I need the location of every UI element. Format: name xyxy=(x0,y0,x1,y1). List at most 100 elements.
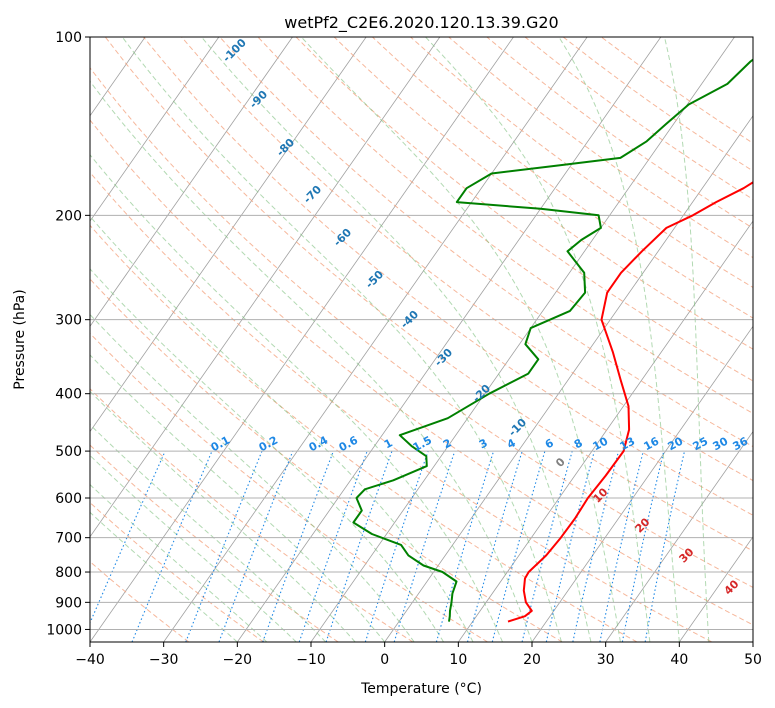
mixing-ratio-line xyxy=(644,450,686,642)
y-tick-label: 500 xyxy=(55,444,82,460)
x-tick-label: 10 xyxy=(449,652,467,668)
dry-adiabat xyxy=(448,37,753,259)
dry-adiabat xyxy=(104,37,753,552)
dry-adiabats xyxy=(90,37,753,642)
moist-adiabat xyxy=(90,454,297,642)
moist-adiabat xyxy=(90,423,327,642)
y-axis: 1000 900 800 700 600 500 400 300 200 100 xyxy=(46,30,90,638)
moist-adiabat xyxy=(121,37,562,642)
y-tick-label: 100 xyxy=(55,30,82,46)
y-tick-label: 700 xyxy=(55,531,82,547)
plot-frame xyxy=(89,36,754,643)
x-tick-label: 20 xyxy=(523,652,541,668)
mixing-ratio-line xyxy=(364,450,429,642)
mixing-ratio-line xyxy=(393,450,456,642)
wetbulb-label: 20 xyxy=(633,515,653,535)
mixing-ratio-label: 6 xyxy=(543,436,556,451)
dry-adiabat xyxy=(90,560,190,642)
y-tick-label: 300 xyxy=(55,313,82,329)
mixing-ratio-lines xyxy=(90,450,686,642)
dry-adiabat xyxy=(90,67,753,588)
isentrope-label: -60 xyxy=(331,226,354,249)
dry-adiabat xyxy=(143,37,753,516)
isentrope-label: -40 xyxy=(398,308,421,331)
mixing-ratio-line xyxy=(491,450,546,642)
wetbulb-label: 30 xyxy=(677,545,697,565)
mixing-ratio-line xyxy=(521,450,573,642)
isentrope-label: -90 xyxy=(247,88,270,111)
dry-adiabat xyxy=(90,444,339,642)
mixing-ratio-line xyxy=(435,450,495,642)
isotherm-line xyxy=(163,37,588,642)
moist-adiabat xyxy=(90,511,238,642)
moist-adiabat xyxy=(90,313,415,642)
isotherm-line xyxy=(605,430,753,642)
mixing-ratio-line xyxy=(545,450,595,642)
mixing-ratio-line xyxy=(218,450,294,642)
dry-adiabat xyxy=(410,37,753,289)
x-tick-label: −20 xyxy=(223,652,253,668)
isotherm-line xyxy=(384,115,753,642)
isentrope-label: -50 xyxy=(363,268,386,291)
isotherm-line xyxy=(310,37,735,642)
moist-adiabat xyxy=(90,215,474,642)
sounding-line xyxy=(352,58,753,622)
dry-adiabat xyxy=(333,37,753,350)
mixing-ratio-line xyxy=(572,450,620,642)
y-axis-label: Pressure (hPa) xyxy=(12,289,28,389)
dry-adiabat xyxy=(486,37,753,229)
y-tick-label: 900 xyxy=(55,595,82,611)
isotherm-line xyxy=(90,37,514,642)
mixing-ratio-label: 8 xyxy=(572,436,585,451)
y-tick-label: 400 xyxy=(55,387,82,403)
moist-adiabat xyxy=(201,37,592,642)
mixing-ratio-label: 25 xyxy=(691,435,711,454)
isotherms xyxy=(0,37,753,642)
moist-adiabat xyxy=(300,37,621,642)
mixing-ratio-label: 30 xyxy=(711,434,731,453)
moist-adiabat xyxy=(90,268,445,642)
wetbulb-label: 10 xyxy=(591,485,611,505)
mixing-ratio-line xyxy=(131,450,213,642)
dry-adiabat xyxy=(90,502,264,642)
isotherm-line xyxy=(237,37,662,642)
dry-adiabat xyxy=(90,278,563,642)
moist-adiabats xyxy=(90,37,710,642)
y-tick-label: 600 xyxy=(55,491,82,507)
moist-adiabat xyxy=(90,354,386,642)
x-axis-label: Temperature (°C) xyxy=(360,681,482,697)
x-tick-label: −30 xyxy=(149,652,179,668)
mixing-ratio-label: 36 xyxy=(731,434,751,453)
isentrope-label: -70 xyxy=(301,183,324,206)
x-tick-label: 50 xyxy=(744,652,762,668)
chart-title: wetPf2_C2E6.2020.120.13.39.G20 xyxy=(284,13,558,33)
x-axis: −40 −30 −20 −10 0 10 20 30 40 50 xyxy=(75,642,762,668)
mixing-ratio-label: 13 xyxy=(618,435,638,454)
isotherm-line xyxy=(752,641,753,642)
mixing-ratio-label: 3 xyxy=(477,436,490,451)
mixing-ratio-line xyxy=(262,450,334,642)
isotherm-line xyxy=(90,37,441,538)
mixing-ratio-line xyxy=(325,450,393,642)
dry-adiabat xyxy=(90,388,414,642)
isotherm-line xyxy=(458,220,753,642)
isotherm-line xyxy=(90,37,220,222)
dry-adiabat xyxy=(90,332,488,642)
y-tick-label: 200 xyxy=(55,208,82,224)
isotherm-line xyxy=(679,536,753,642)
isotherm-line xyxy=(0,37,72,642)
isentrope-label: -10 xyxy=(506,416,529,439)
x-tick-label: −40 xyxy=(75,652,105,668)
wetbulb-label: 0 xyxy=(553,455,568,470)
moist-adiabat xyxy=(425,37,651,642)
dry-adiabat xyxy=(90,171,712,642)
moist-adiabat xyxy=(90,154,503,642)
isotherm-line xyxy=(90,37,367,433)
pressure-gridlines xyxy=(90,37,753,630)
y-tick-label: 1000 xyxy=(46,622,82,638)
moist-adiabat xyxy=(558,37,680,642)
y-tick-label: 800 xyxy=(55,565,82,581)
isotherm-line xyxy=(531,325,753,642)
mixing-ratio-line xyxy=(90,450,166,625)
